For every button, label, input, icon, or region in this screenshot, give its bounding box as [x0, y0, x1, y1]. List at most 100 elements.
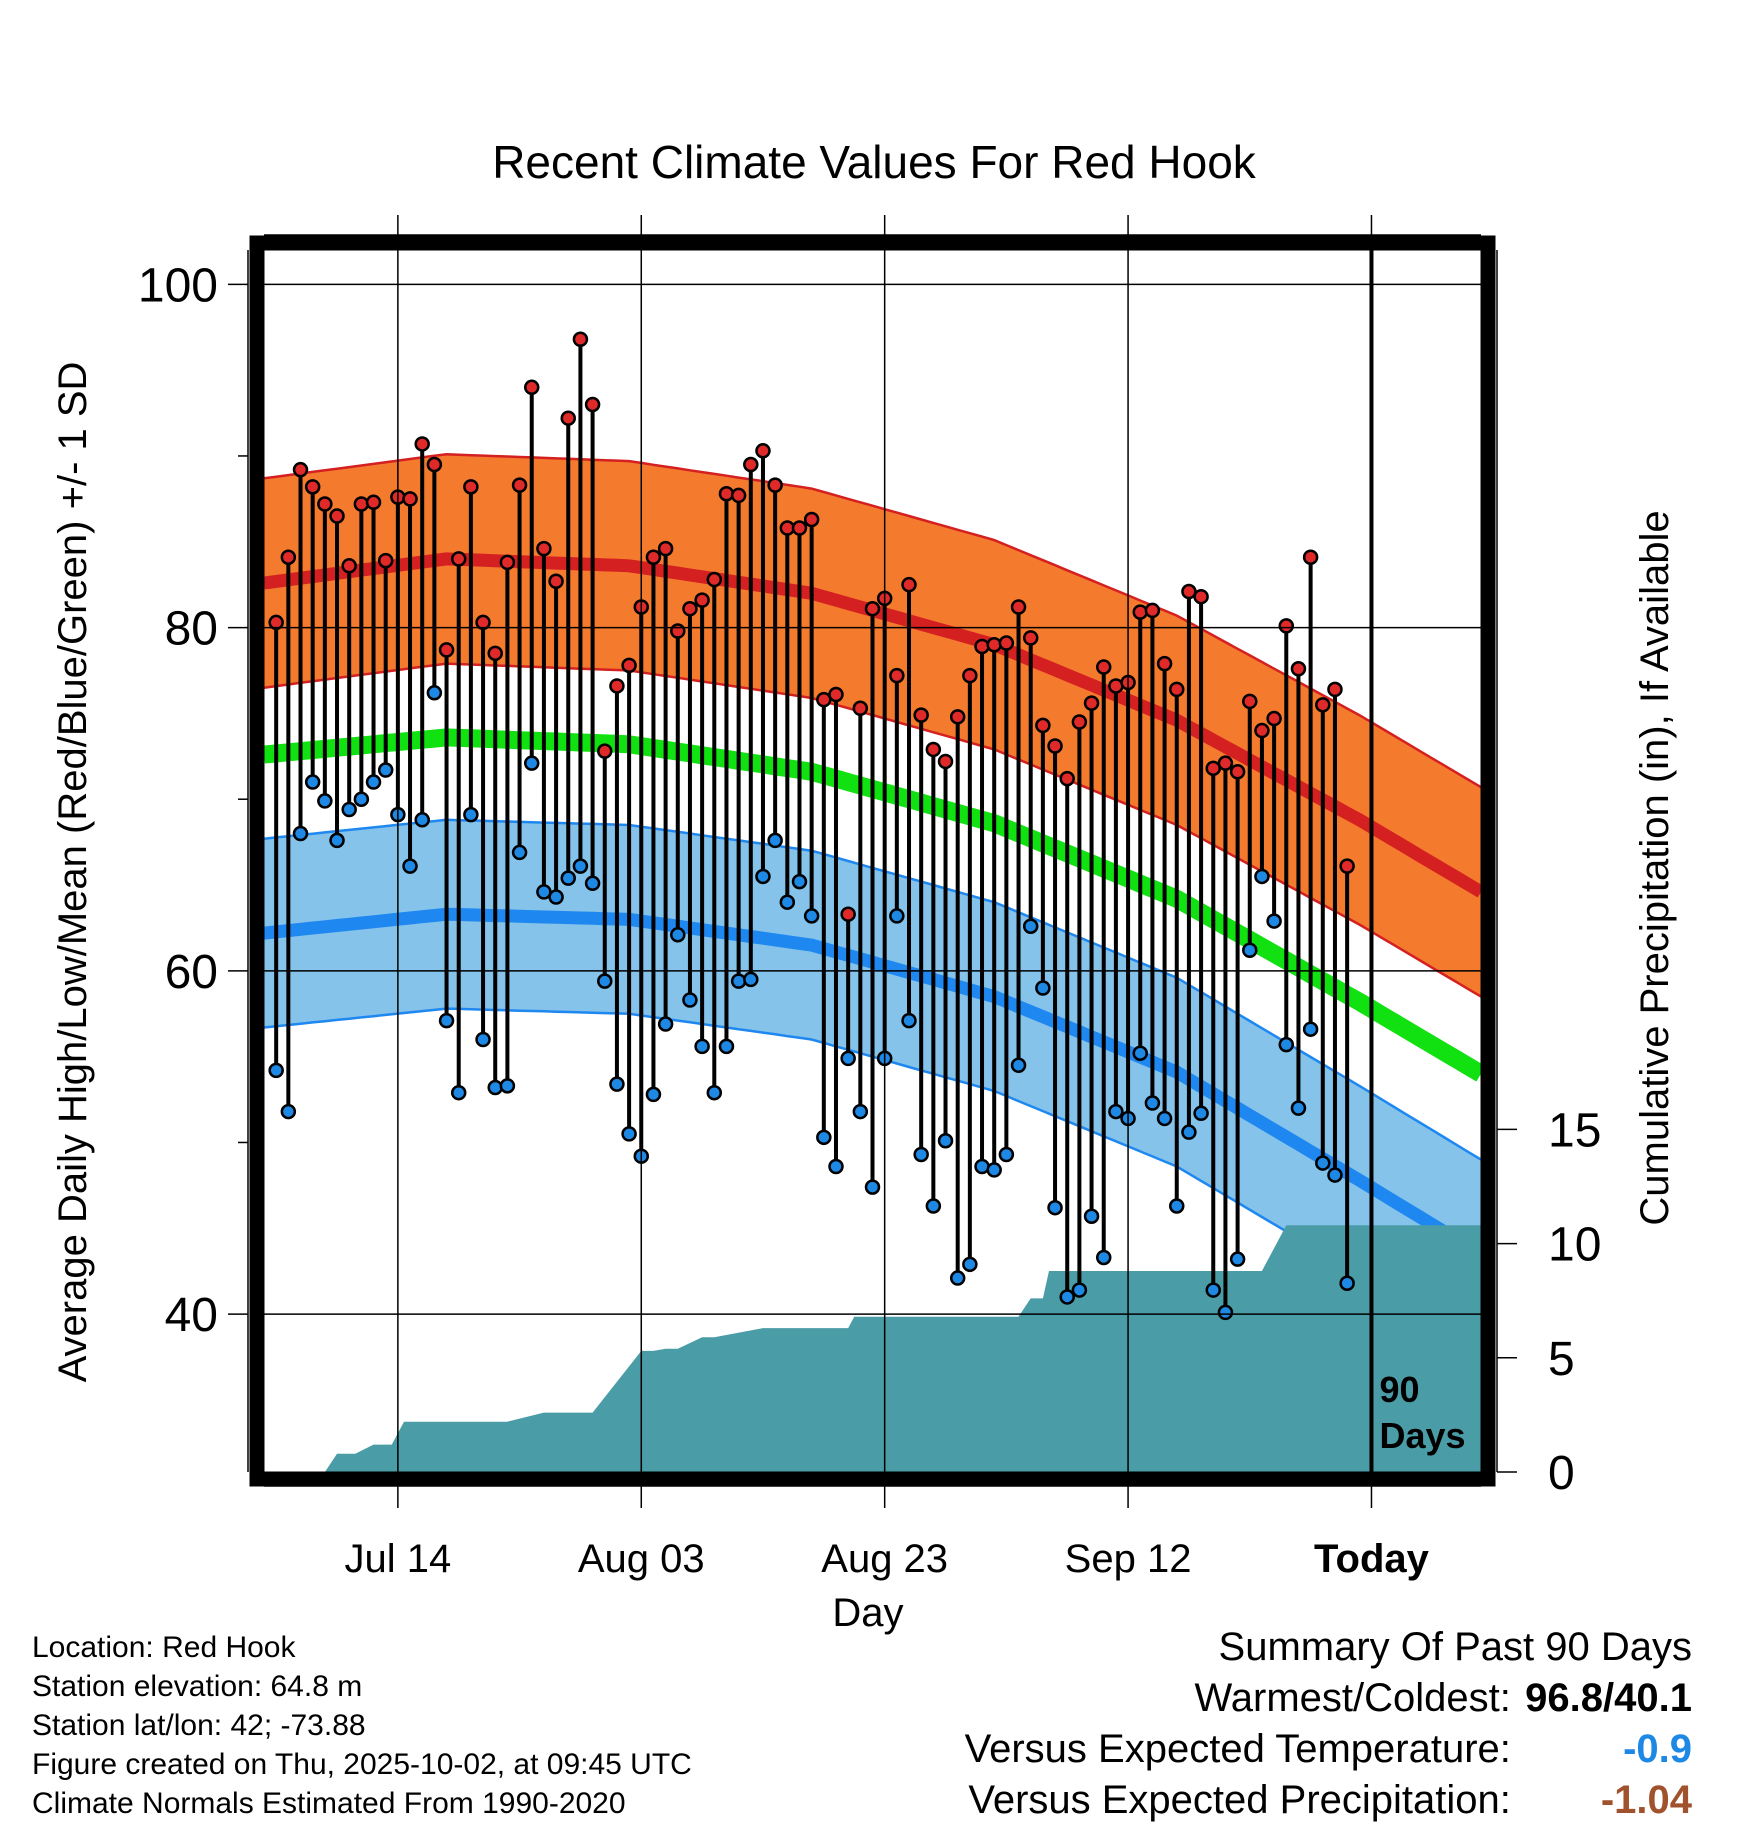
low-point [1144, 1095, 1161, 1111]
high-point [925, 741, 942, 758]
high-point [840, 906, 856, 922]
low-point [767, 832, 783, 849]
low-point [682, 992, 698, 1008]
low-point [463, 806, 479, 823]
high-point [548, 573, 564, 589]
low-point [998, 1146, 1015, 1163]
low-point [353, 791, 370, 807]
high-point [450, 551, 467, 567]
low-point [1315, 1155, 1331, 1171]
high-point [901, 576, 917, 593]
low-point [913, 1146, 929, 1163]
high-point [268, 614, 284, 631]
low-point [584, 875, 601, 892]
high-point [670, 623, 686, 639]
created-text: Figure created on Thu, 2025-10-02, at 09… [32, 1748, 692, 1781]
low-point [609, 1076, 625, 1092]
high-point [487, 645, 503, 662]
latlon-text: Station lat/lon: 42; -73.88 [32, 1709, 366, 1742]
low-point [414, 812, 430, 828]
low-point [450, 1084, 467, 1101]
today-days-label: Days [1379, 1415, 1465, 1456]
y2-tick-label: 10 [1548, 1219, 1601, 1272]
precip-value: -1.04 [1600, 1778, 1692, 1822]
high-point [1035, 717, 1051, 734]
low-normal-band [264, 819, 1481, 1349]
y2-axis-label: Cumulative Precipitation (in), If Availa… [1633, 510, 1677, 1225]
low-point [341, 801, 357, 818]
summary-warm-cold-row: Warmest/Coldest: 96.8/40.1 [965, 1673, 1693, 1724]
high-point [523, 379, 540, 396]
low-point [901, 1012, 917, 1029]
low-point [1181, 1124, 1197, 1140]
high-point [949, 709, 966, 725]
high-point [1169, 681, 1185, 698]
high-point [864, 600, 881, 617]
high-point [414, 436, 430, 452]
summary-title: Summary Of Past 90 Days [1218, 1625, 1692, 1669]
low-point [280, 1103, 297, 1120]
high-point [365, 494, 382, 511]
y-axis-label: Average Daily High/Low/Mean (Red/Blue/Gr… [51, 362, 95, 1383]
high-point [1059, 770, 1075, 787]
y-tick-label: 60 [165, 946, 218, 999]
high-band-upper-edge [264, 452, 1481, 789]
high-point [280, 549, 297, 565]
low-point [292, 825, 309, 842]
y-tick-label: 100 [138, 259, 218, 312]
warm-cold-label: Warmest/Coldest: [1194, 1676, 1511, 1720]
low-point [889, 908, 905, 924]
y-tick-label: 40 [165, 1289, 218, 1342]
low-point [718, 1038, 735, 1055]
low-point [840, 1050, 856, 1067]
low-point [426, 685, 443, 701]
plot-frame [249, 235, 1496, 1487]
warm-cold-value: 96.8/40.1 [1525, 1676, 1692, 1720]
summary-panel: Summary Of Past 90 Days Warmest/Coldest:… [965, 1622, 1692, 1826]
chart-title: Recent Climate Values For Red Hook [492, 136, 1257, 188]
low-point [864, 1179, 881, 1195]
low-point [1229, 1251, 1246, 1267]
high-point [426, 456, 443, 473]
low-point [1071, 1282, 1088, 1298]
low-point [268, 1062, 284, 1079]
high-point [682, 600, 698, 617]
high-point [1242, 693, 1258, 710]
high-point [292, 461, 309, 478]
low-point [511, 844, 528, 861]
temp-label: Versus Expected Temperature: [964, 1727, 1511, 1771]
high-point [730, 487, 747, 504]
precipitation-area [324, 1225, 1481, 1472]
low-point [937, 1133, 954, 1149]
low-point [1242, 942, 1258, 958]
low-point [487, 1079, 503, 1096]
low-point [645, 1086, 662, 1103]
high-point [377, 552, 394, 569]
low-point [1205, 1282, 1222, 1298]
low-point [694, 1038, 710, 1055]
low-point [779, 894, 796, 910]
today-days-label: 90 [1379, 1369, 1419, 1410]
high-point [438, 642, 455, 658]
low-point [962, 1256, 978, 1273]
low-point [730, 973, 747, 989]
low-point [706, 1084, 723, 1101]
precip-label: Versus Expected Precipitation: [968, 1778, 1511, 1822]
low-point [1059, 1289, 1075, 1305]
low-point [1327, 1167, 1343, 1183]
low-point [1132, 1045, 1148, 1061]
low-point [986, 1162, 1002, 1178]
normals-text: Climate Normals Estimated From 1990-2020 [32, 1787, 626, 1820]
high-point [341, 558, 357, 574]
high-point [597, 743, 613, 759]
summary-temp-row: Versus Expected Temperature: -0.9 [965, 1724, 1692, 1775]
low-point [803, 908, 820, 924]
high-point [353, 496, 370, 512]
elevation-text: Station elevation: 64.8 m [32, 1670, 363, 1703]
high-point [852, 700, 869, 716]
high-point [755, 443, 771, 459]
y-tick-label: 80 [165, 603, 218, 656]
high-point [572, 331, 589, 347]
low-point [1302, 1021, 1319, 1037]
